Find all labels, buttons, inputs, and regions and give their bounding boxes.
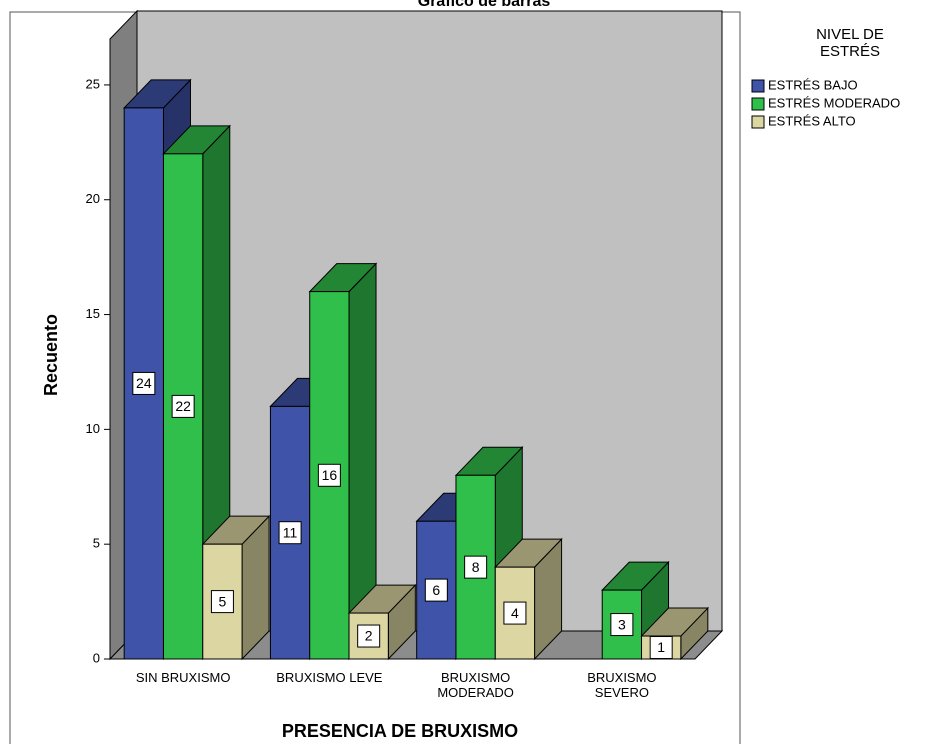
value-label: 1 bbox=[657, 639, 665, 655]
value-label: 2 bbox=[365, 628, 373, 644]
legend-swatch bbox=[751, 97, 765, 111]
legend-label: ESTRÉS MODERADO bbox=[768, 95, 900, 110]
legend-swatch bbox=[751, 79, 765, 93]
value-label: 24 bbox=[136, 375, 152, 391]
y-tick-label: 0 bbox=[93, 650, 100, 665]
value-label: 22 bbox=[175, 398, 191, 414]
value-label: 5 bbox=[219, 593, 227, 609]
value-label-box bbox=[132, 371, 156, 395]
legend-swatch bbox=[751, 115, 765, 129]
chart-title: Gráfico de barras bbox=[418, 0, 551, 10]
value-label-box bbox=[171, 394, 195, 418]
y-tick-label: 5 bbox=[93, 536, 100, 551]
value-label: 3 bbox=[618, 616, 626, 632]
value-label-box bbox=[357, 624, 381, 648]
value-label-box bbox=[210, 590, 234, 614]
bar bbox=[347, 583, 417, 661]
y-axis-label: Recuento bbox=[41, 314, 61, 396]
x-axis-label: PRESENCIA DE BRUXISMO bbox=[282, 721, 518, 741]
y-tick-label: 10 bbox=[86, 421, 100, 436]
legend-label: ESTRÉS BAJO bbox=[768, 77, 858, 92]
value-label-box bbox=[317, 463, 341, 487]
bar bbox=[201, 514, 271, 661]
x-tick-label: BRUXISMO SEVERO bbox=[587, 670, 657, 700]
value-label-box bbox=[278, 521, 302, 545]
value-label-box bbox=[424, 578, 448, 602]
value-label: 4 bbox=[511, 605, 519, 621]
y-tick-label: 15 bbox=[86, 306, 100, 321]
x-tick-label: BRUXISMO LEVE bbox=[276, 670, 383, 685]
legend-title: NIVEL DE ESTRÉS bbox=[816, 26, 884, 60]
y-tick-label: 20 bbox=[86, 191, 100, 206]
x-tick-label: SIN BRUXISMO bbox=[135, 670, 231, 685]
value-label: 8 bbox=[472, 559, 480, 575]
value-label-box bbox=[464, 555, 488, 579]
value-label: 16 bbox=[322, 467, 338, 483]
value-label-box bbox=[610, 613, 634, 637]
value-label-box bbox=[649, 636, 673, 660]
value-label: 11 bbox=[283, 524, 298, 540]
value-label-box bbox=[503, 601, 527, 625]
legend-label: ESTRÉS ALTO bbox=[768, 113, 856, 128]
bar bbox=[494, 537, 563, 661]
value-label: 6 bbox=[432, 582, 440, 598]
y-tick-label: 25 bbox=[86, 76, 100, 91]
x-tick-label: BRUXISMO MODERADO bbox=[437, 670, 514, 700]
